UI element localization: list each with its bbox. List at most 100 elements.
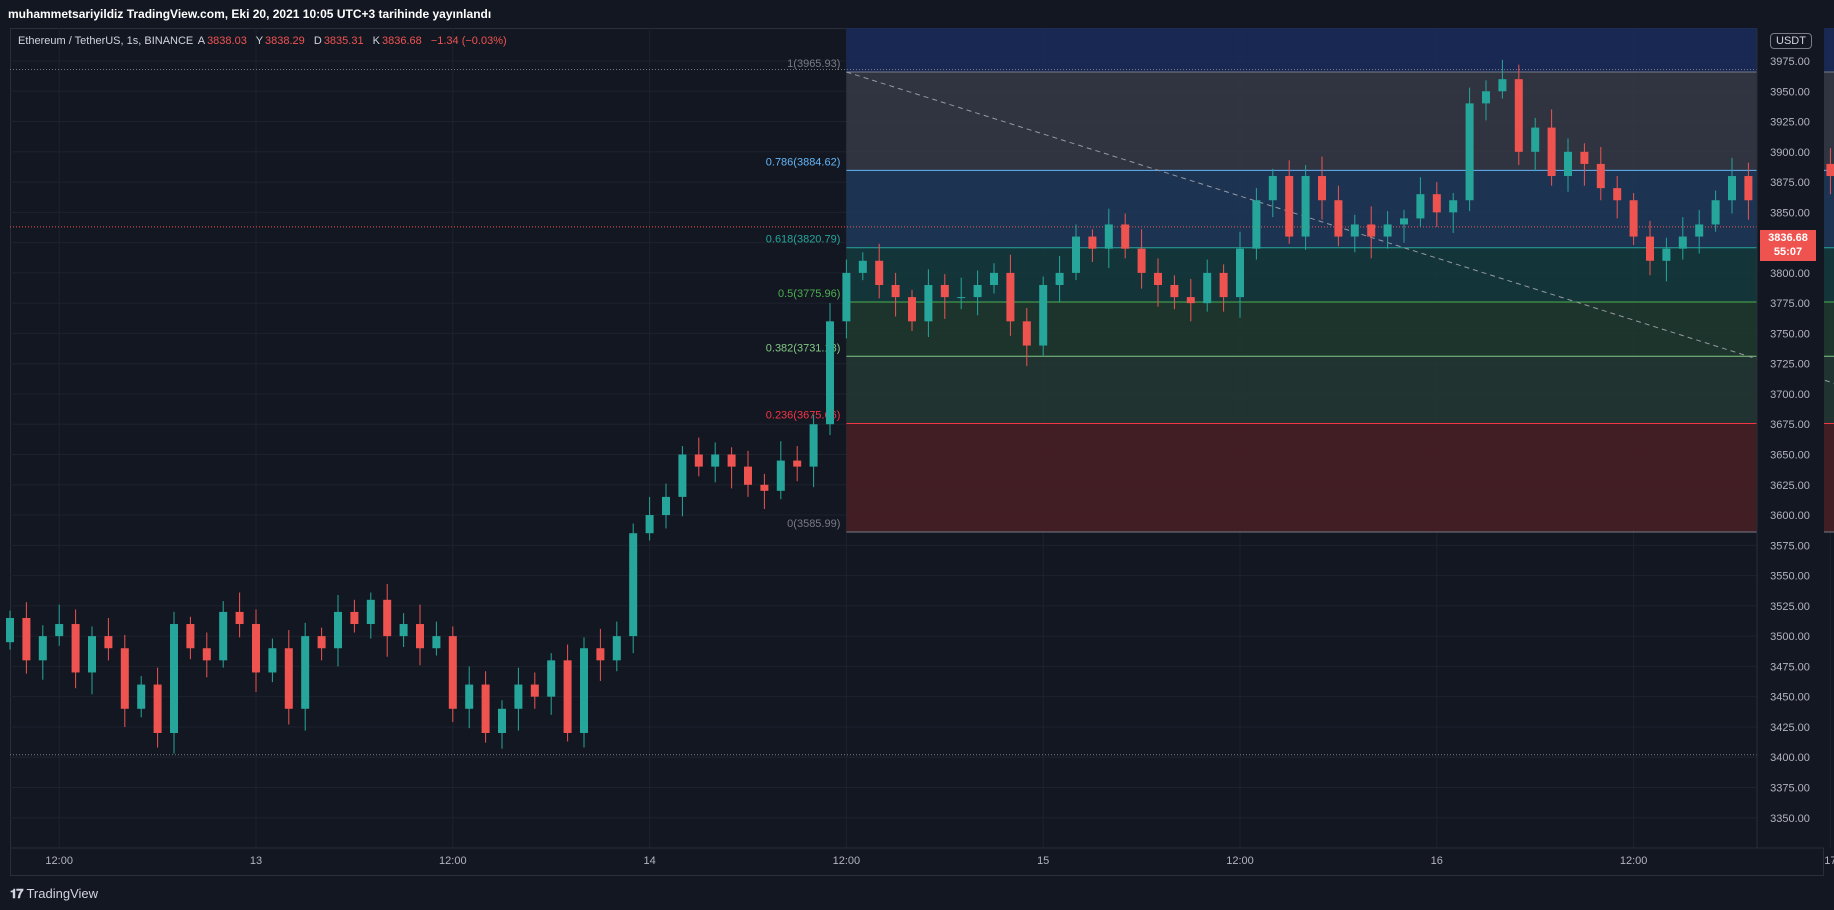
candle-body — [1137, 248, 1146, 273]
price-tick-label: 3450.00 — [1770, 692, 1810, 704]
price-tick-label: 3975.00 — [1770, 56, 1810, 68]
candle-body — [186, 624, 195, 649]
candle-body — [22, 617, 31, 661]
low-value: 3835.31 — [323, 35, 364, 47]
high-value: 3838.29 — [265, 35, 305, 47]
currency-selector[interactable]: USDT — [1770, 33, 1812, 49]
time-axis[interactable]: 12:001312:001412:001512:001612:001712:00… — [10, 847, 1834, 867]
candle-body — [235, 611, 244, 625]
price-tick-label: 3925.00 — [1770, 117, 1810, 129]
candle-body — [1449, 200, 1458, 213]
price-tick-label: 3625.00 — [1770, 480, 1810, 492]
price-tick-label: 3550.00 — [1770, 571, 1810, 583]
candle-body — [1613, 188, 1622, 201]
candle-body — [1547, 127, 1556, 177]
change-value: −1.34 (−0.03%) — [430, 35, 507, 47]
candle-body — [744, 466, 752, 485]
candle-body — [399, 624, 408, 637]
price-tick-label: 3800.00 — [1770, 268, 1810, 280]
price-tick-label: 3900.00 — [1770, 147, 1810, 159]
candle-body — [301, 636, 310, 709]
candle-body — [6, 617, 14, 643]
candle-body — [547, 660, 556, 697]
candle-body — [104, 636, 113, 649]
fib-level-label: 0.618(3820.79) — [766, 234, 841, 246]
price-tick-label: 3650.00 — [1770, 450, 1810, 462]
price-tick-label: 3475.00 — [1770, 661, 1810, 673]
publish-info-text: muhammetsariyildiz TradingView.com, Eki … — [8, 7, 492, 21]
time-tick-label: 12:00 — [439, 855, 467, 867]
candle-body — [1268, 176, 1277, 201]
candle-body — [465, 684, 474, 709]
price-tick-label: 3575.00 — [1770, 540, 1810, 552]
time-tick-label: 16 — [1431, 855, 1443, 867]
candle-body — [645, 515, 654, 534]
candle-body — [612, 636, 621, 661]
candle-body — [530, 684, 539, 697]
candle-body — [268, 648, 277, 673]
candle-body — [1531, 127, 1540, 152]
time-tick-label: 12:00 — [1226, 855, 1254, 867]
symbol-legend: Ethereum / TetherUS, 1s, BINANCE A 3838.0… — [18, 35, 513, 47]
tradingview-logo[interactable]: 𝟏𝟕 TradingView — [10, 886, 98, 902]
price-axis-bg — [1757, 28, 1824, 848]
candle-body — [1695, 224, 1704, 237]
candle-body — [1514, 79, 1523, 152]
candle-body — [662, 496, 670, 516]
candle-body — [1121, 224, 1130, 249]
fib-level-label: 0.786(3884.62) — [766, 156, 841, 168]
price-tick-label: 3700.00 — [1770, 389, 1810, 401]
price-axis[interactable]: 3350.00 3375.00 3400.00 3425.00 3450.00 3475.… — [1756, 28, 1824, 848]
candle-body — [776, 460, 785, 491]
price-tick-label: 3775.00 — [1770, 298, 1810, 310]
candle-body — [1039, 284, 1048, 346]
candle-body — [596, 648, 605, 661]
candle-body — [908, 297, 916, 322]
candle-body — [826, 321, 834, 425]
low-label: D — [313, 35, 322, 47]
candle-body — [1334, 200, 1343, 237]
candle-body — [694, 454, 703, 467]
fib-level-label: 0(3585.99) — [787, 518, 840, 530]
fib-extension-band — [846, 28, 1834, 72]
candle-body — [891, 284, 900, 298]
candle-body — [38, 636, 47, 661]
candle-body — [1088, 236, 1097, 249]
candle-body — [350, 611, 359, 625]
open-label: A — [197, 35, 206, 47]
candle-body — [120, 648, 129, 709]
time-tick-label: 17 — [1824, 855, 1834, 867]
candle-body — [153, 684, 162, 733]
candle-body — [514, 684, 523, 709]
candle-body — [71, 624, 80, 673]
candle-body — [973, 284, 982, 298]
fib-level-label: 0.5(3775.96) — [778, 288, 840, 300]
candle-body — [137, 684, 146, 709]
candle-body — [1826, 163, 1834, 177]
candle-body — [1055, 272, 1064, 285]
candle-body — [1662, 248, 1671, 261]
price-tick-label: 3500.00 — [1770, 631, 1810, 643]
candle-body — [711, 454, 720, 467]
candle-body — [202, 648, 211, 661]
candle-body — [563, 660, 572, 733]
candle-body — [924, 284, 933, 322]
symbol-name[interactable]: Ethereum / TetherUS, 1s, BINANCE — [18, 35, 194, 47]
footer: 𝟏𝟕 TradingView — [0, 876, 1834, 910]
candle-body — [1711, 200, 1720, 225]
time-tick-label: 12:00 — [45, 855, 73, 867]
price-tick-label: 3600.00 — [1770, 510, 1810, 522]
candle-body — [1383, 224, 1392, 237]
candle-body — [170, 624, 178, 733]
time-tick-label: 14 — [643, 855, 655, 867]
price-tick-label: 3525.00 — [1770, 601, 1810, 613]
candle-body — [334, 611, 342, 649]
candle-body — [809, 424, 818, 467]
candle-body — [1416, 194, 1425, 219]
candle-body — [252, 624, 260, 673]
fib-band — [846, 423, 1834, 533]
fib-trend-line — [846, 71, 1834, 384]
fibonacci-retracement[interactable]: 1(3965.93) 0.786(3884.62) 0.618(3820.79) 0.… — [10, 28, 1834, 756]
candle-body — [448, 636, 457, 709]
